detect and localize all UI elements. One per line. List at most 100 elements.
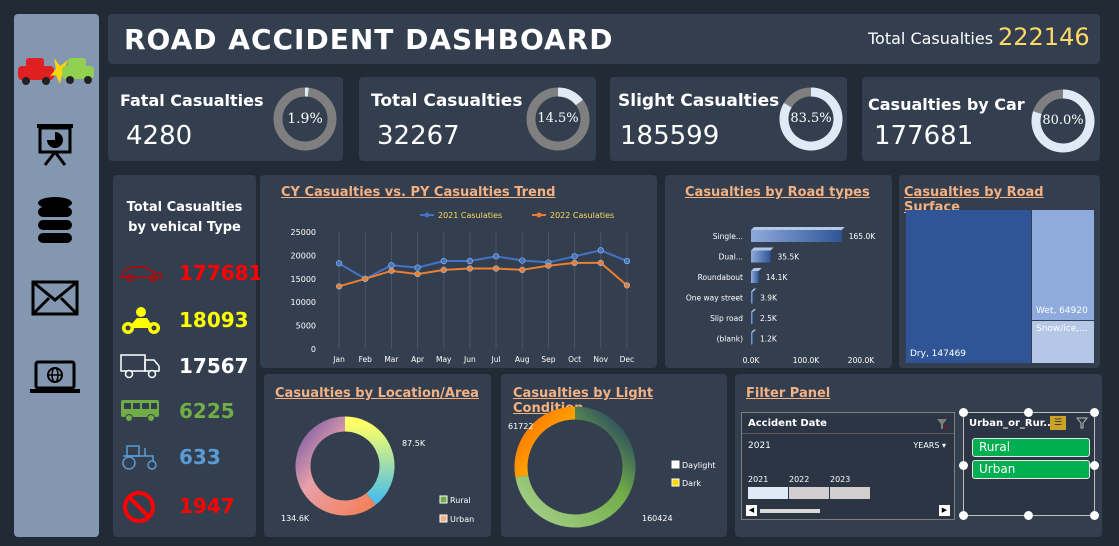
- category-label: One way street: [686, 294, 743, 303]
- vehicle-value: 17567: [179, 354, 249, 378]
- treemap-cell-dry: Dry, 147469: [906, 210, 1031, 363]
- resize-handle[interactable]: [1024, 408, 1033, 417]
- resize-handle[interactable]: [1090, 511, 1099, 520]
- timeline-bar[interactable]: [789, 487, 829, 499]
- vehicle-row-truck: 17567: [113, 348, 253, 388]
- x-tick-label: 0.0K: [743, 356, 761, 365]
- mail-icon[interactable]: [31, 280, 79, 316]
- data-point: [335, 283, 343, 290]
- data-point: [466, 257, 474, 265]
- trend-chart-title: CY Casualties vs. PY Casualties Trend: [281, 185, 556, 200]
- trend-chart: 0 5000 10000 15000 20000 25000 Jan Feb Mar Apr May…: [291, 211, 635, 364]
- y-tick-label: 25000: [291, 228, 316, 237]
- x-tick-label: Jul: [491, 355, 501, 364]
- prohibited-icon: [123, 491, 155, 523]
- vehicle-value: 6225: [179, 399, 235, 423]
- data-point: [571, 253, 578, 260]
- series-line: [338, 261, 628, 288]
- database-icon[interactable]: [35, 196, 75, 246]
- data-point: [414, 264, 421, 271]
- kpi-value: 185599: [620, 121, 720, 151]
- x-tick-label: Sep: [541, 355, 555, 364]
- data-label: 35.5K: [778, 253, 801, 262]
- kpi-percent: 80.0%: [1042, 113, 1084, 128]
- category-label: Slip road: [710, 314, 743, 323]
- laptop-icon[interactable]: [28, 360, 82, 396]
- slice-daylight: [514, 406, 576, 478]
- header-total-value: 222146: [998, 23, 1090, 51]
- timeline-period-select[interactable]: YEARS ▾: [913, 441, 946, 450]
- data-label: 61722: [508, 422, 533, 431]
- treemap-cell-wet: Wet, 64920: [1032, 210, 1094, 320]
- y-tick-label: 0: [311, 345, 316, 354]
- timeline-year[interactable]: 2022: [789, 475, 810, 484]
- road-types-title: Casualties by Road types: [685, 185, 870, 200]
- kpi-card-fatal: Fatal Casualties 4280 1.9%: [108, 77, 343, 161]
- dashboard-title: ROAD ACCIDENT DASHBOARD: [124, 23, 614, 56]
- scroll-left-button[interactable]: ◀: [746, 505, 757, 516]
- legend-marker: [536, 212, 542, 218]
- legend-label: Dark: [682, 479, 701, 488]
- kpi-donut: [273, 87, 337, 151]
- scroll-right-button[interactable]: ▶: [939, 505, 950, 516]
- x-tick-label: 100.0K: [793, 356, 820, 365]
- slicer-option-urban[interactable]: Urban: [972, 460, 1090, 479]
- data-label: 165.0K: [849, 232, 876, 241]
- timeline-bar[interactable]: [830, 487, 870, 499]
- vehicle-value: 177681: [179, 261, 263, 285]
- legend-label: Urban: [450, 515, 474, 524]
- resize-handle[interactable]: [959, 461, 968, 470]
- vehicle-type-panel: Total Casualties by vehical Type 177681 …: [113, 175, 263, 537]
- road-types-chart: Single... 165.0K Dual... 35.5K Roundabout 14.…: [686, 227, 876, 365]
- clear-filter-icon[interactable]: [1076, 417, 1088, 429]
- data-point: [492, 253, 500, 260]
- data-point: [335, 260, 343, 267]
- x-tick-label: Nov: [593, 355, 608, 364]
- vehicle-row-bus: 6225: [113, 393, 253, 433]
- category-label: Roundabout: [698, 273, 743, 282]
- kpi-card-car: Casualties by Car 177681 80.0%: [862, 77, 1100, 161]
- timeline-year[interactable]: 2021: [748, 475, 769, 484]
- x-tick-label: May: [436, 355, 452, 364]
- car-crash-icon: [18, 58, 94, 85]
- timeline-year[interactable]: 2023: [830, 475, 851, 484]
- data-point: [597, 259, 604, 266]
- timeline-bar-selected[interactable]: [748, 487, 788, 499]
- presentation-icon[interactable]: [35, 122, 75, 166]
- timeline-slicer[interactable]: Accident Date 2021 YEARS ▾ 2021 2022 202…: [741, 412, 955, 520]
- bar-top: [751, 247, 774, 251]
- header-bar: ROAD ACCIDENT DASHBOARD Total Casualties…: [108, 14, 1100, 64]
- multi-select-icon[interactable]: ☰: [1050, 416, 1066, 430]
- x-tick-label: Dec: [620, 355, 635, 364]
- vehicle-row-tractor: 633: [113, 439, 253, 479]
- resize-handle[interactable]: [1090, 408, 1099, 417]
- slicer-option-rural[interactable]: Rural: [972, 438, 1090, 457]
- treemap-cell-snow: Snow/ice,...: [1032, 321, 1094, 363]
- legend-label: 2022 Casulaties: [550, 211, 614, 220]
- scrollbar-thumb[interactable]: [760, 509, 820, 513]
- resize-handle[interactable]: [959, 511, 968, 520]
- data-point: [440, 266, 447, 274]
- vehicle-row-car: 177681: [113, 255, 263, 295]
- data-point: [545, 262, 552, 269]
- category-label: Single...: [713, 232, 743, 241]
- category-label: Dual...: [719, 253, 743, 262]
- location-area-panel: Casualties by Location/Area 87.5K 134.6K R…: [264, 374, 491, 537]
- timeline-period: YEARS: [913, 441, 940, 450]
- category-label: (blank): [717, 335, 743, 344]
- area-slicer[interactable]: Urban_or_Rur... ☰ Rural Urban: [963, 412, 1095, 516]
- y-tick-label: 5000: [296, 322, 316, 331]
- data-label: 1.2K: [760, 335, 778, 344]
- data-point: [571, 259, 578, 266]
- slice-dark: [515, 406, 636, 528]
- data-label: 14.1K: [766, 273, 789, 282]
- resize-handle[interactable]: [1024, 511, 1033, 520]
- x-tick-label: Feb: [359, 355, 373, 364]
- resize-handle[interactable]: [959, 408, 968, 417]
- x-tick-label: Mar: [384, 355, 399, 364]
- slice-urban: [295, 416, 376, 516]
- clear-filter-icon[interactable]: [936, 418, 948, 430]
- filter-panel: Filter Panel Accident Date 2021 YEARS ▾ …: [735, 374, 1102, 537]
- resize-handle[interactable]: [1090, 461, 1099, 470]
- data-point: [466, 265, 474, 272]
